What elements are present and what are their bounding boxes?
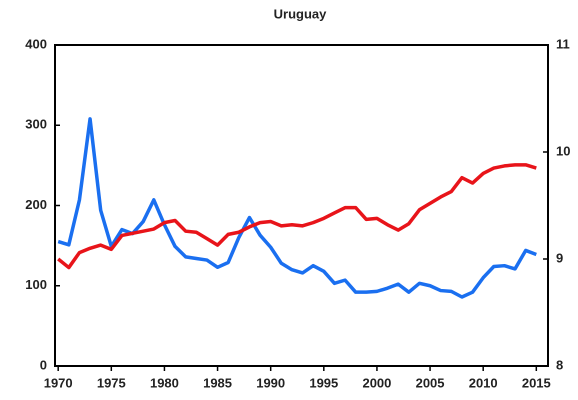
y-tick-label: 0 [40,357,47,372]
x-tick-label: 1990 [256,375,285,390]
y2-tick-label: 8 [556,357,563,372]
x-tick-label: 1975 [97,375,126,390]
x-tick-label: 1995 [309,375,338,390]
series-line [57,163,537,270]
y-tick-label: 100 [25,277,47,292]
x-tick-label: 1985 [203,375,232,390]
series-line [57,117,537,299]
y2-tick-label: 10 [556,143,570,158]
x-tick-label: 2015 [522,375,551,390]
x-tick-label: 1970 [44,375,73,390]
y2-tick-label: 9 [556,250,563,265]
x-tick-label: 2005 [416,375,445,390]
x-tick-label: 1980 [150,375,179,390]
chart-title: Uruguay [274,6,328,21]
x-tick-label: 2000 [362,375,391,390]
y-tick-label: 400 [25,36,47,51]
y-tick-label: 200 [25,197,47,212]
x-tick-label: 2010 [469,375,498,390]
y2-tick-label: 11 [556,36,570,51]
y-tick-label: 300 [25,117,47,132]
plot-frame [54,44,549,367]
